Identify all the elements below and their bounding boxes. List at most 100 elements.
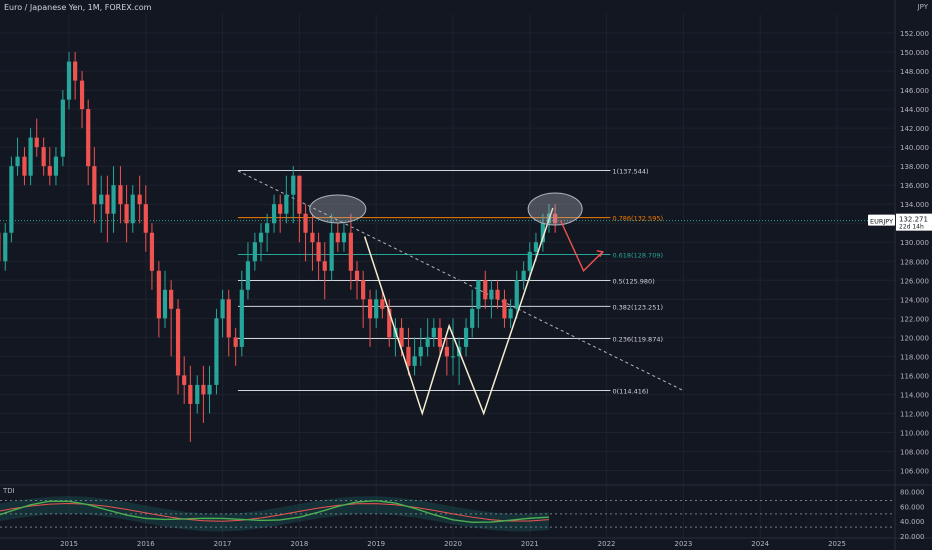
candle-body xyxy=(226,299,231,338)
y-tick-label: 114.000 xyxy=(900,391,929,399)
candle-body xyxy=(15,156,20,167)
candle-body xyxy=(425,337,430,347)
y-tick-label: 110.000 xyxy=(900,429,929,437)
y-tick-label: 138.000 xyxy=(900,163,929,171)
candle-body xyxy=(489,289,494,300)
tdi-y-tick: 20.000 xyxy=(900,533,925,541)
candle-body xyxy=(502,299,507,319)
fib-level-label: 0.618(128.709) xyxy=(612,252,663,260)
candle-body xyxy=(60,99,65,157)
candle-body xyxy=(521,270,526,281)
candle-body xyxy=(329,232,334,271)
candle-body xyxy=(28,137,33,176)
candle-body xyxy=(444,346,449,357)
tdi-band xyxy=(0,496,549,532)
tdi-y-tick: 60.000 xyxy=(900,503,925,511)
candle-body xyxy=(354,270,360,281)
chart-title: Euro / Japanese Yen, 1M, FOREX.com xyxy=(4,3,152,12)
y-tick-label: 112.000 xyxy=(900,410,929,418)
fib-level-label: 0.5(125.980) xyxy=(612,277,654,285)
candle-body xyxy=(265,223,270,233)
resistance-ellipse-left xyxy=(309,194,367,224)
candle-body xyxy=(310,232,315,243)
countdown-label: 22d 14h xyxy=(899,224,924,231)
x-tick-label: 2016 xyxy=(137,540,155,548)
y-tick-label: 148.000 xyxy=(900,68,929,76)
x-tick-label: 2022 xyxy=(598,540,616,548)
candle-body xyxy=(437,327,443,347)
fib-level-label: 1(137.544) xyxy=(612,167,648,175)
candle-body xyxy=(47,166,52,176)
fib-level-label: 0.786(132.595) xyxy=(612,215,663,223)
y-tick-label: 128.000 xyxy=(900,258,929,266)
candle-body xyxy=(322,261,327,271)
candle-body xyxy=(137,194,142,205)
forecast-arrow xyxy=(559,220,604,272)
candle-body xyxy=(99,194,104,205)
x-tick-label: 2023 xyxy=(674,540,692,548)
candle-body xyxy=(483,280,488,300)
x-tick-label: 2024 xyxy=(751,540,769,548)
candle-body xyxy=(335,232,340,243)
candle-body xyxy=(367,299,373,319)
candle-body xyxy=(495,289,500,300)
candle-body xyxy=(252,242,257,262)
candle-body xyxy=(303,213,308,233)
candle-body xyxy=(374,299,379,319)
candle-body xyxy=(92,166,97,205)
candle-body xyxy=(258,232,264,243)
candle-body xyxy=(9,166,14,233)
candle-body xyxy=(214,318,219,385)
candle-body xyxy=(233,337,238,347)
candle-body xyxy=(130,194,135,224)
y-tick-label: 142.000 xyxy=(900,125,929,133)
candle-body xyxy=(284,194,289,214)
candle-body xyxy=(406,346,411,366)
candle-body xyxy=(41,147,46,167)
trend-line xyxy=(237,170,684,392)
y-tick-label: 140.000 xyxy=(900,144,929,152)
candle-body xyxy=(86,109,91,167)
candle-body xyxy=(220,299,225,319)
candle-body xyxy=(169,289,174,309)
candle-body xyxy=(418,346,423,357)
y-tick-label: 146.000 xyxy=(900,87,929,95)
y-tick-label: 134.000 xyxy=(900,201,929,209)
y-tick-label: 120.000 xyxy=(900,334,929,342)
candle-body xyxy=(463,327,469,347)
candle-body xyxy=(118,185,123,205)
candle-body xyxy=(470,308,475,328)
candle-body xyxy=(533,242,539,252)
resistance-ellipse-right xyxy=(527,192,583,226)
y-tick-label: 118.000 xyxy=(900,353,929,361)
candle-body xyxy=(431,327,436,338)
y-tick-label: 150.000 xyxy=(900,49,929,57)
candle-body xyxy=(105,194,110,214)
x-tick-label: 2015 xyxy=(60,540,78,548)
candle-body xyxy=(380,299,385,309)
candle-body xyxy=(188,384,193,404)
tdi-rsi-line xyxy=(0,499,550,523)
candle-body xyxy=(412,356,417,366)
indicator-label[interactable]: TDI xyxy=(3,487,15,495)
candle-body xyxy=(73,61,78,81)
forecast-arrowhead xyxy=(596,250,604,258)
y-tick-label: 108.000 xyxy=(900,448,929,456)
candle-body xyxy=(239,289,244,347)
candle-body xyxy=(245,261,251,290)
fib-level-label: 0(114.416) xyxy=(612,387,648,395)
fib-level-label: 0.236(119.874) xyxy=(612,336,663,344)
candle-body xyxy=(162,289,168,319)
candle-body xyxy=(201,384,206,395)
candle-body xyxy=(271,204,277,224)
candle-body xyxy=(111,185,116,214)
y-tick-label: 136.000 xyxy=(900,182,929,190)
candle-body xyxy=(476,280,481,309)
candle-body xyxy=(553,213,558,224)
last-price-label: 132.271 xyxy=(899,216,928,224)
candle-body xyxy=(291,175,296,195)
candle-body xyxy=(278,204,283,214)
last-price-badge-bg xyxy=(896,213,932,231)
candle-body xyxy=(341,232,347,243)
